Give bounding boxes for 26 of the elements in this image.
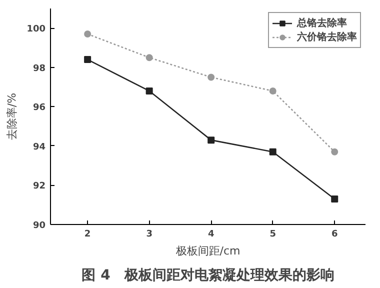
text: 图 4 极板间距对电絮凝处理效果的影响 xyxy=(82,268,334,284)
point xyxy=(269,148,276,156)
point xyxy=(146,87,153,94)
y-tick-label: 90 xyxy=(32,221,46,231)
y-tick-label: 92 xyxy=(32,182,46,192)
x-tick-label: 2 xyxy=(84,230,91,240)
point xyxy=(146,54,153,62)
y-tick-label: 96 xyxy=(32,103,46,114)
legend-label: 六价铬去除率 xyxy=(297,30,357,44)
point xyxy=(269,87,276,94)
point xyxy=(84,56,92,64)
point xyxy=(331,195,338,202)
point xyxy=(208,136,215,144)
y-tick-label: 94 xyxy=(32,142,46,152)
y-tick-label: 98 xyxy=(32,64,46,74)
x-tick-label: 6 xyxy=(331,230,338,240)
point xyxy=(331,148,338,156)
point xyxy=(208,74,215,81)
y-tick-label: 100 xyxy=(26,24,46,35)
x-tick-label: 5 xyxy=(270,230,276,240)
point xyxy=(84,30,92,38)
x-axis-title: 极板间距/cm xyxy=(174,244,240,258)
x-tick-label: 4 xyxy=(208,230,214,240)
x-tick-label: 3 xyxy=(146,230,152,240)
y-axis-title: 去除率/% xyxy=(6,92,19,140)
legend-label: 总铬去除率 xyxy=(297,16,347,30)
